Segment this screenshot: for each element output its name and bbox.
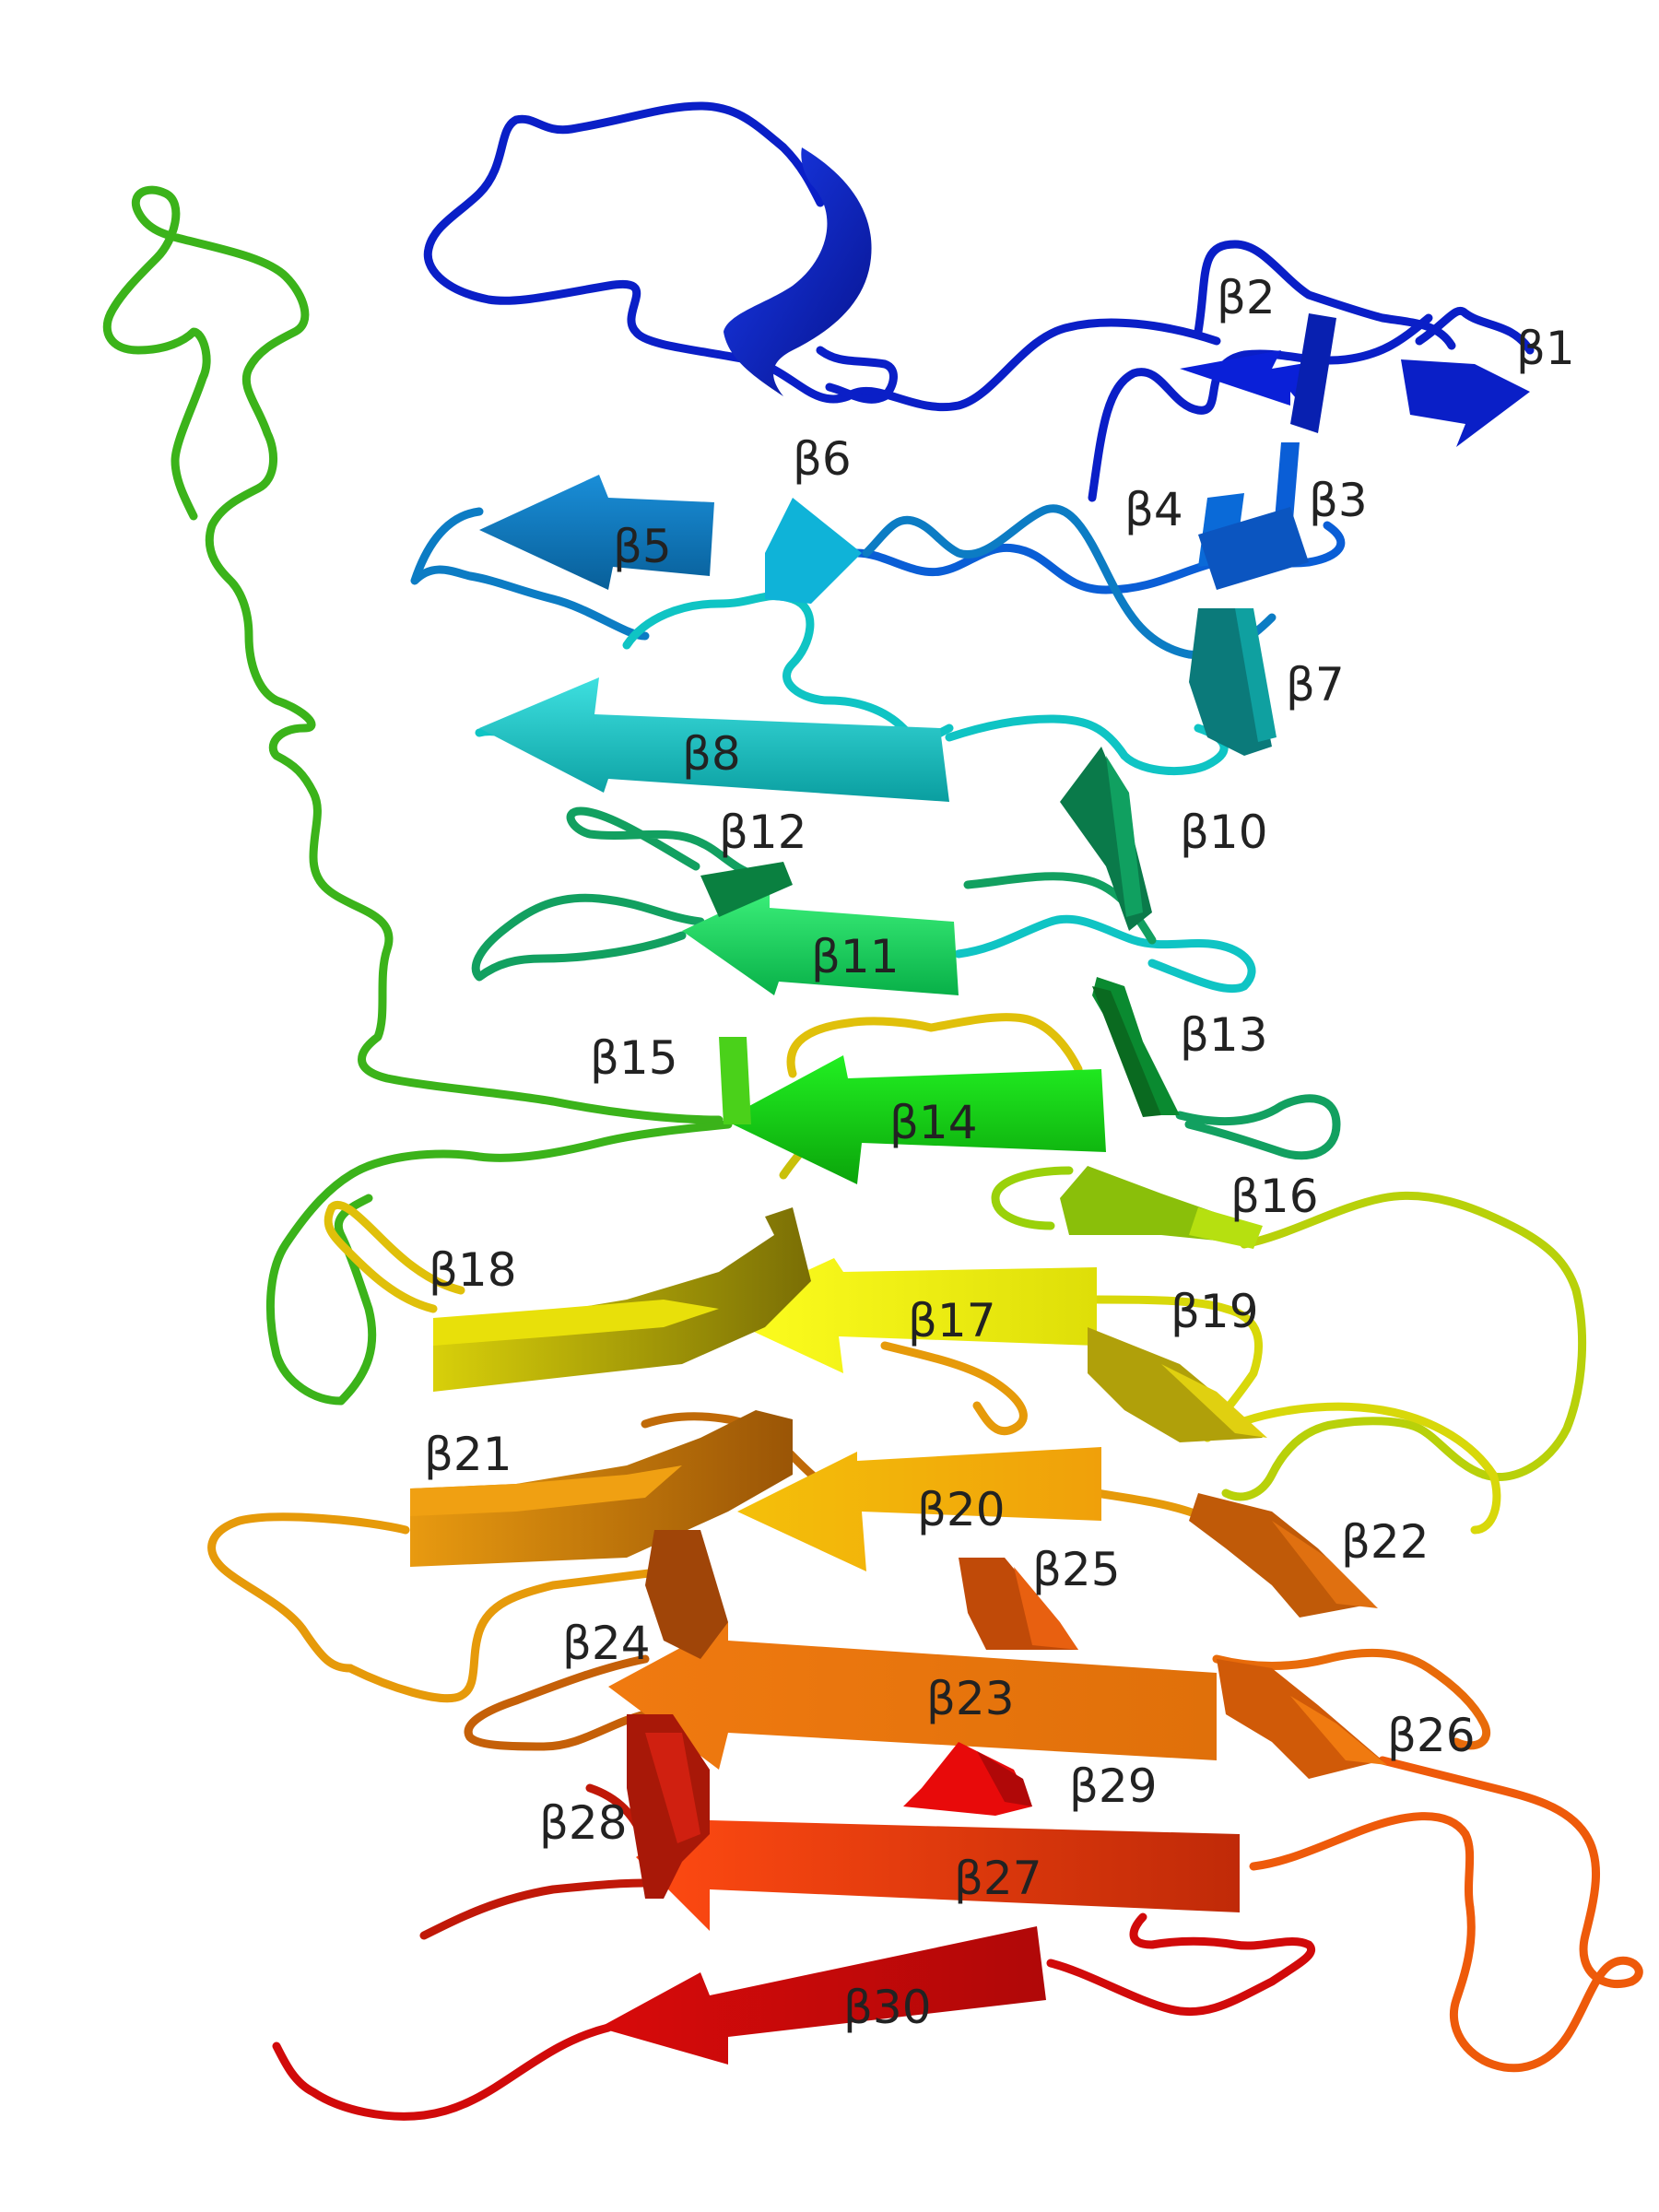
strand-b10-side bbox=[1106, 756, 1143, 917]
label-b25: β25 bbox=[1032, 1543, 1121, 1596]
loop-seagreen-left bbox=[566, 806, 760, 880]
strand-b17 bbox=[714, 1258, 1097, 1373]
label-b23: β23 bbox=[926, 1672, 1015, 1725]
strand-b21-top bbox=[410, 1465, 682, 1516]
label-b14: β14 bbox=[889, 1096, 978, 1149]
strand-b27 bbox=[636, 1806, 1240, 1931]
strand-b14 bbox=[724, 1055, 1106, 1184]
loop-seagreen-b11 bbox=[471, 893, 705, 982]
loop-left-green-2 bbox=[334, 1194, 377, 1406]
strand-b22-light bbox=[1272, 1521, 1378, 1608]
strand-b2 bbox=[1180, 350, 1327, 424]
label-b4: β4 bbox=[1124, 483, 1183, 536]
strand-b3b4-fill bbox=[1198, 507, 1309, 590]
loop-b6-right bbox=[862, 504, 1277, 660]
secondary-structure-elements bbox=[410, 147, 1530, 2065]
strand-b12 bbox=[700, 862, 793, 917]
label-b11: β11 bbox=[811, 930, 900, 983]
loop-orange-right-end bbox=[1212, 1649, 1491, 1750]
loop-cyan-upper bbox=[622, 592, 954, 744]
label-b10: β10 bbox=[1180, 806, 1268, 859]
label-b21: β21 bbox=[424, 1428, 512, 1481]
loop-yellow-right-2 bbox=[1203, 1402, 1501, 1535]
loop-lime-right bbox=[1240, 1191, 1587, 1482]
label-b26: β26 bbox=[1387, 1709, 1476, 1762]
loop-red-bottom-right bbox=[1046, 1936, 1315, 2017]
loop-cyan-b11 bbox=[954, 914, 1256, 994]
label-b2: β2 bbox=[1217, 271, 1276, 324]
strand-b13-dark bbox=[1092, 986, 1161, 1117]
loop-lime-b16 bbox=[991, 1166, 1074, 1230]
loop-cyan-lower bbox=[945, 714, 1229, 775]
loop-n-terminal-2 bbox=[1415, 306, 1535, 355]
strand-b7-side bbox=[1235, 608, 1277, 742]
loop-long-left-2 bbox=[102, 309, 211, 521]
strand-b28-light bbox=[645, 1733, 700, 1843]
label-b22: β22 bbox=[1341, 1515, 1430, 1569]
label-b20: β20 bbox=[917, 1483, 1006, 1536]
loop-c-terminal bbox=[272, 2023, 613, 2121]
strand-b30 bbox=[599, 1926, 1046, 2065]
label-b8: β8 bbox=[682, 727, 741, 781]
strand-b29-dark bbox=[977, 1751, 1032, 1806]
label-b1: β1 bbox=[1516, 322, 1575, 375]
label-b17: β17 bbox=[908, 1294, 996, 1347]
label-b16: β16 bbox=[1230, 1170, 1319, 1223]
label-b15: β15 bbox=[590, 1031, 678, 1085]
strand-b24 bbox=[645, 1530, 728, 1659]
loop-top-blue bbox=[1194, 240, 1456, 350]
loop-redorange-right-2 bbox=[1449, 1903, 1643, 2073]
helix-blue bbox=[724, 147, 872, 396]
label-b5: β5 bbox=[613, 520, 672, 573]
strand-b5 bbox=[479, 475, 714, 590]
strand-b15 bbox=[719, 1037, 751, 1124]
label-b3: β3 bbox=[1309, 474, 1368, 527]
loop-orange-lower-left bbox=[464, 1654, 650, 1751]
strand-b23 bbox=[608, 1622, 1217, 1770]
label-b28: β28 bbox=[539, 1796, 628, 1850]
strand-b26-light bbox=[1290, 1696, 1387, 1765]
strand-b25-light bbox=[1014, 1567, 1078, 1650]
loop-orange-left-2 bbox=[346, 1567, 668, 1703]
strand-b11 bbox=[682, 889, 959, 995]
label-b19: β19 bbox=[1171, 1285, 1259, 1338]
label-b7: β7 bbox=[1286, 658, 1345, 712]
strand-b29 bbox=[903, 1742, 1032, 1816]
loop-green-b13 bbox=[1175, 1094, 1341, 1160]
loop-red-left bbox=[419, 1878, 677, 1940]
loop-long-left bbox=[106, 185, 724, 1124]
label-b24: β24 bbox=[562, 1617, 651, 1670]
strand-b16-light bbox=[1189, 1207, 1263, 1249]
strand-b19-light bbox=[1161, 1364, 1267, 1438]
label-b29: β29 bbox=[1069, 1759, 1158, 1813]
strand-labels: β1 β2 β3 β4 β5 β6 β7 β8 β10 β11 β12 β13 … bbox=[424, 271, 1575, 2034]
label-b30: β30 bbox=[843, 1981, 932, 2034]
strand-b8 bbox=[479, 677, 949, 802]
loop-top-long bbox=[423, 101, 1221, 412]
strand-b18 bbox=[433, 1207, 811, 1392]
loop-yellow-left bbox=[324, 1200, 465, 1313]
loop-red-bottom-right-2 bbox=[1129, 1912, 1157, 1949]
label-b12: β12 bbox=[719, 806, 807, 859]
loop-n-terminal bbox=[1088, 313, 1433, 502]
loop-redorange-right-3 bbox=[1249, 1812, 1475, 1912]
loop-redorange-right bbox=[1378, 1756, 1636, 1989]
strand-b6 bbox=[765, 498, 862, 604]
strand-b18-top bbox=[433, 1300, 719, 1346]
loop-yellow-top bbox=[786, 1013, 1083, 1078]
strand-b1 bbox=[1401, 355, 1530, 447]
label-b13: β13 bbox=[1180, 1008, 1268, 1062]
loop-lime-right-2 bbox=[1221, 1417, 1488, 1501]
loop-left-lower-green bbox=[265, 1120, 733, 1406]
strand-b2-body bbox=[1290, 313, 1336, 433]
loop-b5-left bbox=[410, 507, 650, 641]
loop-top-return bbox=[816, 346, 898, 404]
loop-orange-left bbox=[207, 1512, 410, 1673]
loop-orange-mid bbox=[880, 1341, 1028, 1435]
label-b18: β18 bbox=[429, 1243, 517, 1297]
strand-b20 bbox=[737, 1447, 1101, 1571]
label-b6: β6 bbox=[793, 432, 852, 486]
label-b27: β27 bbox=[954, 1852, 1042, 1905]
